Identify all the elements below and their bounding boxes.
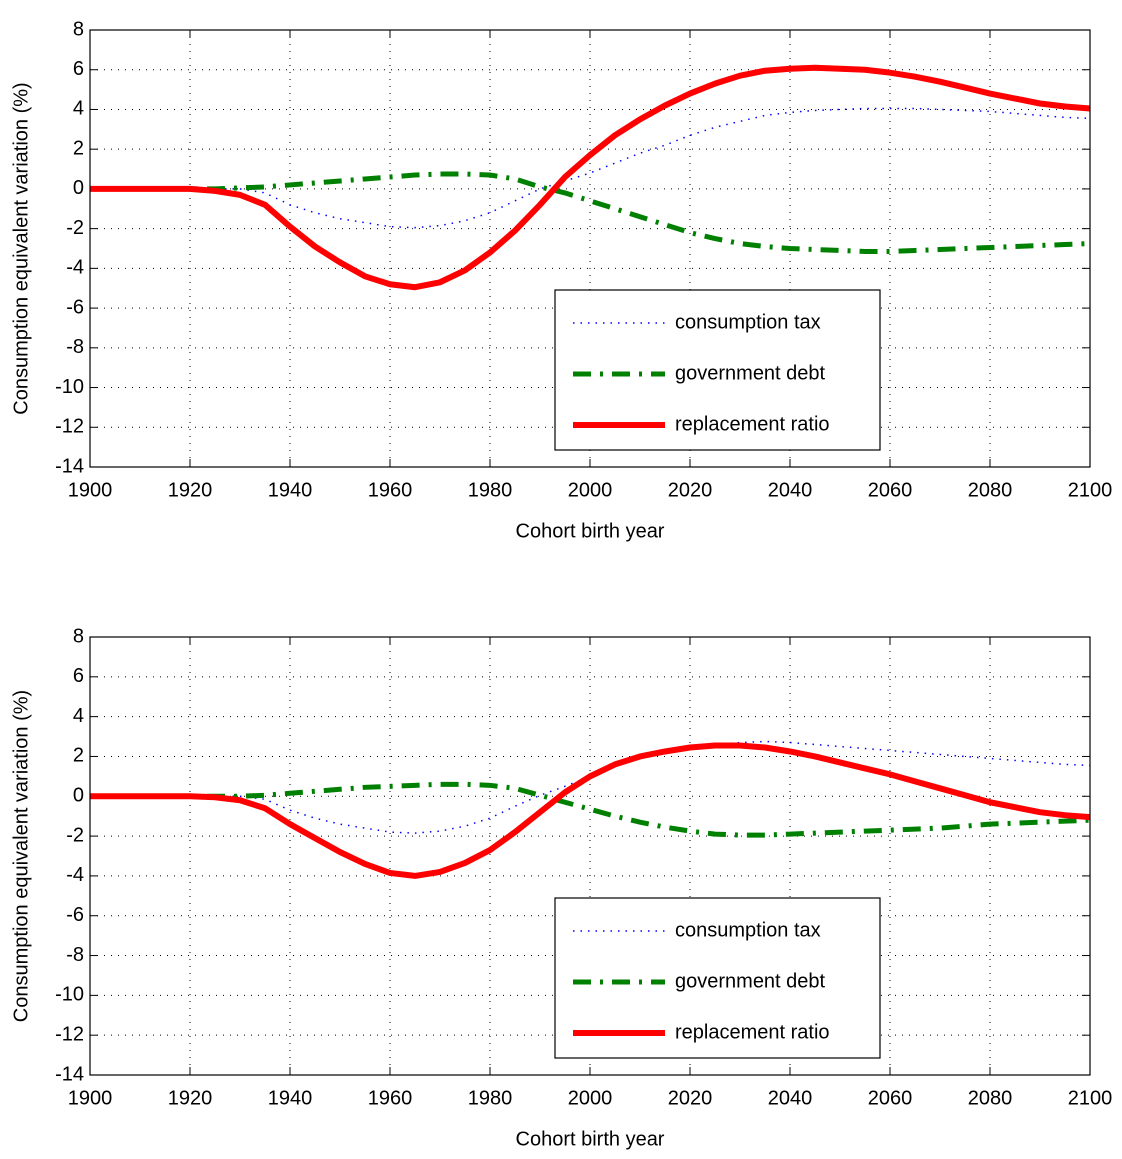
y-tick-label: -6 xyxy=(66,904,84,926)
y-tick-label: -4 xyxy=(66,864,84,886)
y-tick-label: -12 xyxy=(55,1023,84,1045)
y-tick-label: 8 xyxy=(73,625,84,647)
y-tick-label: 2 xyxy=(73,137,84,159)
y-tick-label: -14 xyxy=(55,455,84,477)
y-tick-label: -10 xyxy=(55,984,84,1006)
x-tick-label: 2060 xyxy=(868,479,913,501)
legend-label: government debt xyxy=(675,970,826,992)
y-tick-label: 0 xyxy=(73,177,84,199)
x-tick-label: 2100 xyxy=(1068,1087,1113,1109)
y-tick-label: 8 xyxy=(73,18,84,40)
y-tick-label: 6 xyxy=(73,58,84,80)
y-tick-label: 6 xyxy=(73,665,84,687)
x-tick-label: 2080 xyxy=(968,1087,1013,1109)
x-tick-label: 2060 xyxy=(868,1087,913,1109)
x-tick-label: 2080 xyxy=(968,479,1013,501)
x-tick-label: 2000 xyxy=(568,479,613,501)
y-tick-label: -2 xyxy=(66,217,84,239)
x-tick-label: 1980 xyxy=(468,479,513,501)
y-axis-label: Consumption equivalent variation (%) xyxy=(10,690,32,1022)
y-tick-label: 4 xyxy=(73,705,84,727)
subplot: -14 -12 -10 -8 -6 -4 -2 0 2 4 6 8 1900 1920 1940 1960 19… xyxy=(10,18,1112,542)
x-tick-label: 1920 xyxy=(168,1087,213,1109)
y-tick-label: -8 xyxy=(66,336,84,358)
y-tick-label: -12 xyxy=(55,416,84,438)
series-line xyxy=(90,64,1091,291)
x-tick-label: 1980 xyxy=(468,1087,513,1109)
legend-label: government debt xyxy=(675,362,826,384)
x-tick-label: 2100 xyxy=(1068,479,1113,501)
legend-label: consumption tax xyxy=(675,919,821,941)
y-tick-label: -6 xyxy=(66,296,84,318)
y-tick-label: 0 xyxy=(73,785,84,807)
x-tick-label: 1960 xyxy=(368,1087,413,1109)
x-tick-label: 2020 xyxy=(668,1087,713,1109)
axes-frame xyxy=(89,29,1091,468)
series-line xyxy=(90,742,1091,879)
x-tick-label: 2020 xyxy=(668,479,713,501)
y-tick-label: -14 xyxy=(55,1063,84,1085)
y-tick-label: -4 xyxy=(66,257,84,279)
x-tick-label: 1960 xyxy=(368,479,413,501)
legend: consumption tax government debt replacemen… xyxy=(554,897,881,1059)
x-tick-label: 1920 xyxy=(168,479,213,501)
y-tick-label: -10 xyxy=(55,376,84,398)
x-tick-label: 2040 xyxy=(768,1087,813,1109)
x-tick-label: 2000 xyxy=(568,1087,613,1109)
y-axis-label: Consumption equivalent variation (%) xyxy=(10,82,32,414)
x-axis-label: Cohort birth year xyxy=(516,520,665,542)
legend-label: consumption tax xyxy=(675,311,821,333)
series-line xyxy=(90,781,1091,838)
axes-frame xyxy=(89,636,1091,1076)
x-tick-label: 1940 xyxy=(268,479,313,501)
y-tick-label: 4 xyxy=(73,98,84,120)
x-tick-label: 2040 xyxy=(768,479,813,501)
legend-label: replacement ratio xyxy=(675,413,830,435)
y-tick-label: -8 xyxy=(66,944,84,966)
y-tick-label: -2 xyxy=(66,824,84,846)
x-tick-label: 1900 xyxy=(68,1087,113,1109)
subplot: -14 -12 -10 -8 -6 -4 -2 0 2 4 6 8 1900 1920 1940 1960 19… xyxy=(10,625,1112,1150)
legend: consumption tax government debt replacemen… xyxy=(554,289,881,451)
x-tick-label: 1900 xyxy=(68,479,113,501)
series-line xyxy=(90,171,1091,254)
y-tick-label: 2 xyxy=(73,745,84,767)
legend-box xyxy=(554,897,881,1059)
x-axis-label: Cohort birth year xyxy=(516,1128,665,1150)
legend-label: replacement ratio xyxy=(675,1021,830,1043)
x-tick-label: 1940 xyxy=(268,1087,313,1109)
